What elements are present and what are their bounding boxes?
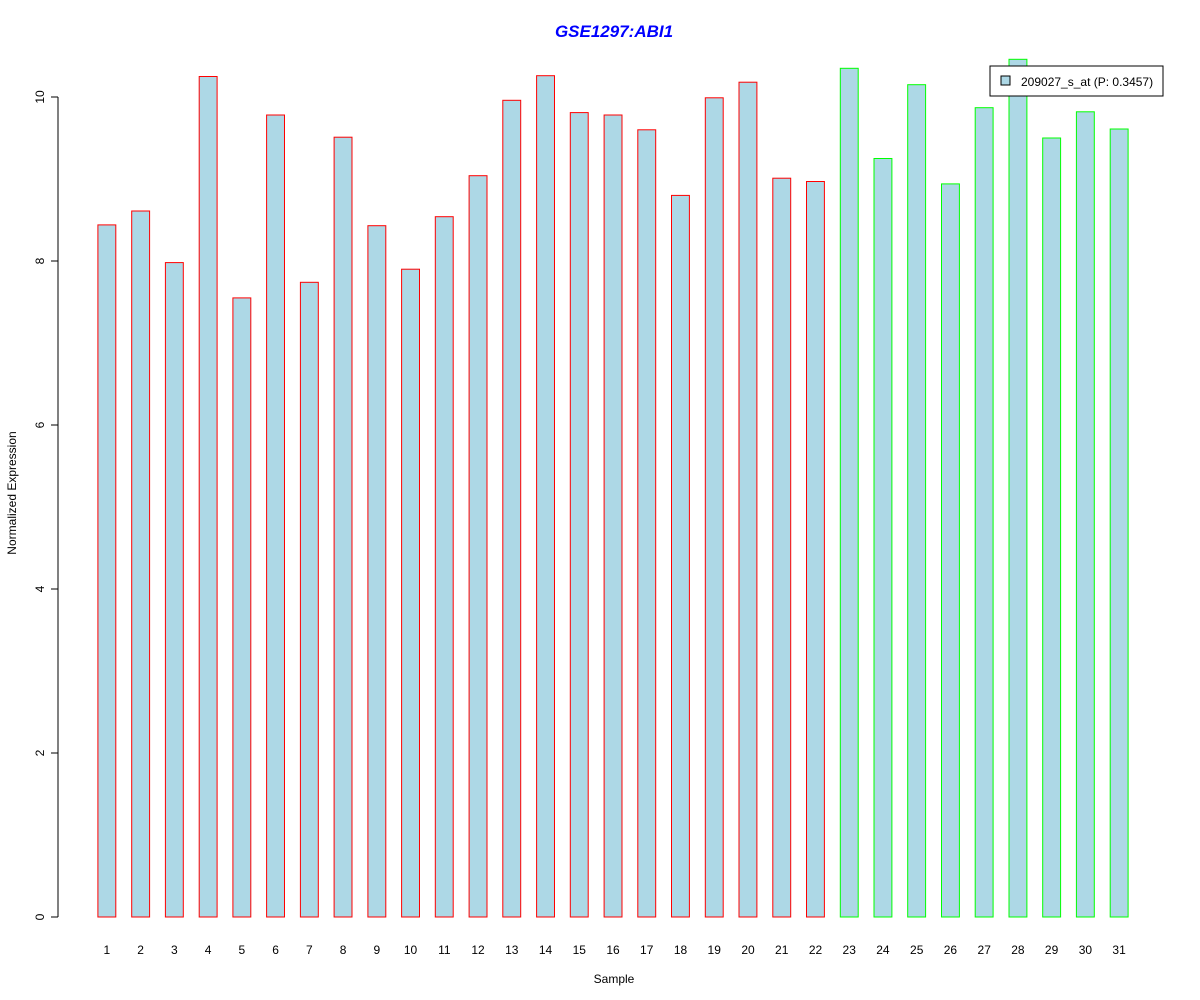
- x-tick-label: 17: [640, 943, 654, 957]
- chart-title: GSE1297:ABI1: [555, 22, 673, 41]
- legend-label: 209027_s_at (P: 0.3457): [1021, 75, 1153, 89]
- x-tick-label: 4: [205, 943, 212, 957]
- bar-sample-29: [1042, 137, 1062, 918]
- bar-sample-2: [131, 210, 151, 918]
- bar-sample-6: [266, 114, 286, 918]
- x-tick-label: 31: [1112, 943, 1126, 957]
- x-tick-label: 7: [306, 943, 313, 957]
- legend: 209027_s_at (P: 0.3457): [989, 65, 1164, 97]
- bar-sample-23: [839, 67, 859, 918]
- x-tick-label: 8: [340, 943, 347, 957]
- bar-sample-1: [97, 224, 117, 918]
- bar-sample-31: [1109, 128, 1129, 918]
- x-tick-label: 21: [775, 943, 789, 957]
- bar-sample-24: [873, 158, 893, 918]
- x-tick-label: 16: [606, 943, 620, 957]
- bar-sample-13: [502, 99, 522, 918]
- x-tick-label: 15: [573, 943, 587, 957]
- bar-sample-10: [401, 268, 421, 918]
- bar-sample-14: [536, 75, 555, 918]
- x-tick-label: 3: [171, 943, 178, 957]
- legend-box: [989, 65, 1164, 97]
- x-tick-label: 10: [404, 943, 418, 957]
- bar-sample-5: [232, 297, 252, 918]
- bar-sample-11: [434, 216, 454, 918]
- bar-sample-17: [637, 129, 657, 918]
- x-tick-label: 13: [505, 943, 519, 957]
- y-axis-label: Normalized Expression: [5, 431, 19, 554]
- bar-sample-3: [164, 262, 184, 918]
- y-tick-label: 6: [33, 421, 47, 428]
- x-tick-labels: 1 2 3 4 5 6 7 8 9 10 11 12 13 14 15 16 17 18 19 20 21 22 23 24 2…: [104, 943, 1127, 957]
- x-tick-label: 30: [1079, 943, 1093, 957]
- bar-sample-25: [907, 84, 927, 918]
- x-tick-label: 2: [137, 943, 144, 957]
- x-tick-label: 25: [910, 943, 924, 957]
- y-tick-label: 8: [33, 257, 47, 264]
- bar-sample-15: [569, 112, 589, 918]
- x-tick-label: 24: [876, 943, 890, 957]
- x-tick-label: 29: [1045, 943, 1059, 957]
- x-tick-label: 12: [471, 943, 485, 957]
- bar-sample-30: [1075, 111, 1095, 918]
- legend-swatch: [1000, 75, 1011, 86]
- y-tick-label: 10: [33, 90, 47, 104]
- x-tick-label: 22: [809, 943, 823, 957]
- x-tick-label: 23: [843, 943, 857, 957]
- x-tick-label: 20: [741, 943, 755, 957]
- x-tick-label: 14: [539, 943, 553, 957]
- bar-sample-8: [333, 136, 353, 918]
- bar-sample-18: [671, 194, 690, 918]
- bar-sample-12: [468, 175, 488, 918]
- bars-group: [97, 58, 1129, 918]
- x-tick-label: 18: [674, 943, 688, 957]
- bar-sample-20: [738, 81, 758, 918]
- x-tick-label: 26: [944, 943, 958, 957]
- bar-sample-28: [1008, 58, 1028, 918]
- y-tick-label: 4: [33, 585, 47, 592]
- bar-sample-9: [367, 225, 387, 918]
- y-axis: 0 2 4 6 8 10: [33, 90, 59, 920]
- x-axis-label: Sample: [594, 972, 635, 986]
- x-tick-label: 27: [978, 943, 992, 957]
- x-tick-label: 5: [238, 943, 245, 957]
- bar-sample-19: [704, 97, 724, 918]
- bar-sample-7: [299, 281, 319, 918]
- bar-sample-21: [772, 177, 792, 918]
- bar-sample-4: [198, 76, 218, 918]
- y-tick-label: 2: [33, 749, 47, 756]
- x-tick-label: 28: [1011, 943, 1025, 957]
- bar-sample-26: [941, 183, 960, 918]
- x-tick-label: 6: [272, 943, 279, 957]
- bar-sample-27: [974, 107, 994, 918]
- bar-sample-22: [806, 181, 825, 918]
- x-tick-label: 19: [708, 943, 722, 957]
- x-tick-label: 1: [104, 943, 111, 957]
- bar-sample-16: [603, 114, 623, 918]
- x-tick-label: 9: [373, 943, 380, 957]
- y-tick-label: 0: [33, 913, 47, 920]
- x-tick-label: 11: [438, 943, 451, 957]
